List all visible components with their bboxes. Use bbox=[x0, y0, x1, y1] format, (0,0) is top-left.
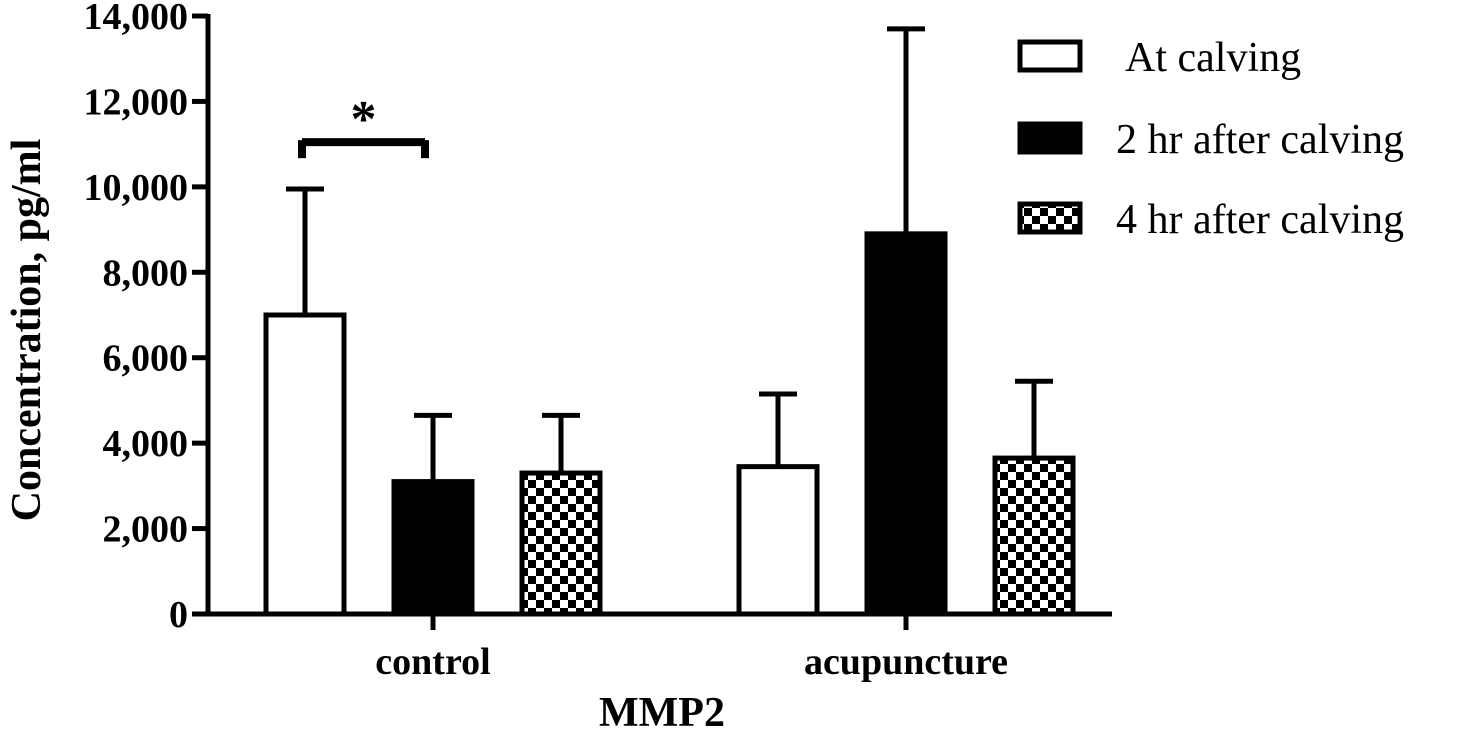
y-tick-label: 4,000 bbox=[103, 423, 189, 465]
legend-label: 4 hr after calving bbox=[1116, 197, 1404, 243]
y-tick-label: 2,000 bbox=[103, 509, 189, 551]
y-tick-label: 14,000 bbox=[84, 0, 189, 38]
y-tick-label: 6,000 bbox=[103, 338, 189, 380]
y-tick-label: 10,000 bbox=[84, 167, 189, 209]
plot-area: 0 2,000 4,000 6,000 8,000 10,000 12,000 14,000 c… bbox=[84, 0, 1112, 683]
y-tick-label: 12,000 bbox=[84, 81, 189, 123]
y-tick-label: 8,000 bbox=[103, 252, 189, 294]
bar bbox=[263, 312, 347, 617]
legend: At calving 2 hr after calving 4 hr after c… bbox=[1017, 35, 1404, 243]
significance-marker: * bbox=[351, 91, 377, 148]
category-label: acupuncture bbox=[804, 641, 1008, 683]
y-axis-title: Concentration, pg/ml bbox=[4, 139, 50, 522]
bar bbox=[519, 470, 603, 617]
legend-label: At calving bbox=[1125, 35, 1301, 81]
category-label: control bbox=[375, 641, 490, 683]
bar bbox=[864, 231, 948, 617]
legend-swatch bbox=[1017, 121, 1083, 155]
legend-swatch bbox=[1017, 201, 1083, 235]
bar bbox=[391, 479, 475, 617]
bar bbox=[736, 464, 820, 617]
y-tick-label: 0 bbox=[169, 594, 188, 636]
legend-swatch bbox=[1017, 39, 1083, 73]
bar bbox=[992, 455, 1076, 617]
x-axis-title: MMP2 bbox=[599, 690, 725, 736]
legend-label: 2 hr after calving bbox=[1116, 117, 1404, 163]
